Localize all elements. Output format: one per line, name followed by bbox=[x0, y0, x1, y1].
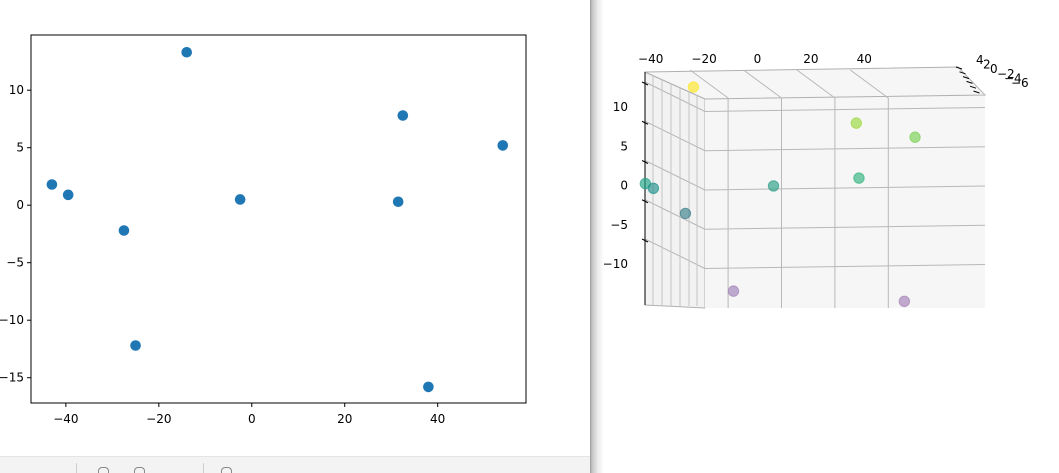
y-tick-label: 2 bbox=[983, 58, 991, 72]
y-tick-label: −4 bbox=[1004, 71, 1022, 85]
z-grid-line bbox=[644, 81, 706, 112]
data-point-3d bbox=[767, 180, 780, 192]
y-tick-mark bbox=[959, 71, 966, 75]
left-plot-window: −40 −20 0 20 40 −15 −10 −5 0 5 10 bbox=[0, 34, 590, 473]
y-tick-mark bbox=[955, 66, 963, 70]
back-pane bbox=[705, 95, 985, 308]
x-grid-line bbox=[743, 69, 782, 99]
z-tick-label: −10 bbox=[604, 257, 628, 271]
data-point bbox=[62, 189, 74, 201]
z-tick-label: 0 bbox=[620, 179, 628, 193]
z-grid-line bbox=[704, 107, 986, 112]
data-point bbox=[118, 225, 130, 236]
y-tick-mark bbox=[966, 80, 973, 84]
y-tick-mark bbox=[969, 85, 977, 89]
pan-icon[interactable] bbox=[98, 467, 109, 473]
y-tick-label: −5 bbox=[6, 256, 24, 270]
data-point-3d bbox=[898, 295, 911, 308]
z-tick-mark bbox=[641, 120, 649, 125]
data-point bbox=[397, 110, 409, 121]
x-tick-label: 0 bbox=[754, 52, 762, 66]
z-grid-line bbox=[644, 199, 706, 230]
data-point bbox=[46, 179, 58, 190]
axes-frame bbox=[30, 34, 527, 404]
save-icon[interactable] bbox=[221, 467, 232, 473]
y-tick-label: −2 bbox=[997, 67, 1015, 81]
window-edge-shadow bbox=[590, 0, 604, 473]
data-point bbox=[130, 340, 141, 351]
y-tick-label: 5 bbox=[16, 141, 24, 155]
z-grid-line bbox=[704, 264, 986, 269]
x-grid-line bbox=[796, 69, 836, 99]
x-tick-label: 40 bbox=[430, 412, 445, 426]
y-tick-label: 0 bbox=[990, 62, 998, 76]
x-tick-label: −20 bbox=[146, 412, 171, 426]
data-point bbox=[497, 140, 509, 151]
z-tick-mark bbox=[641, 160, 649, 164]
x-tick-label: −20 bbox=[691, 52, 716, 66]
y-tick-label: −6 bbox=[1011, 76, 1029, 90]
z-tick-label: −5 bbox=[610, 218, 628, 232]
data-point-3d bbox=[853, 172, 865, 184]
data-point bbox=[392, 196, 404, 208]
z-grid-line bbox=[704, 146, 986, 152]
y-tick-mark bbox=[973, 90, 980, 94]
toolbar-separator bbox=[76, 463, 77, 473]
data-point bbox=[423, 381, 434, 393]
z-grid-line bbox=[644, 238, 706, 269]
z-grid-line bbox=[644, 160, 706, 191]
x-tick-label: 20 bbox=[337, 412, 352, 426]
toolbar-separator bbox=[203, 463, 204, 473]
data-point bbox=[181, 46, 193, 58]
y-tick-label: 10 bbox=[9, 83, 24, 97]
data-point-3d bbox=[687, 81, 700, 93]
z-tick-mark bbox=[641, 199, 649, 204]
zoom-icon[interactable] bbox=[134, 467, 145, 473]
data-point-3d bbox=[909, 131, 921, 143]
x-tick-label: −40 bbox=[53, 412, 78, 426]
y-tick-mark bbox=[962, 76, 970, 80]
z-tick-label: 5 bbox=[620, 139, 628, 153]
x-tick-label: 40 bbox=[857, 52, 872, 66]
right-plot-window: −40 −20 0 20 40 −10 −5 0 5 10 4 2 0 −2 −4 −6 bbox=[604, 0, 1059, 473]
scatter-plot-2d: −40 −20 0 20 40 −15 −10 −5 0 5 10 bbox=[0, 34, 527, 426]
data-point-3d bbox=[679, 207, 692, 220]
z-tick-mark bbox=[641, 238, 649, 243]
y-tick-label: 0 bbox=[16, 198, 24, 212]
y-tick-label: −15 bbox=[0, 371, 24, 385]
z-grid-line bbox=[644, 120, 706, 152]
z-grid-line bbox=[704, 185, 986, 191]
x-tick-label: −40 bbox=[638, 52, 663, 66]
data-point-3d bbox=[727, 285, 740, 297]
data-point-3d bbox=[647, 182, 660, 194]
x-tick-label: 20 bbox=[803, 52, 818, 66]
z-grid-line bbox=[704, 224, 986, 230]
x-grid-line bbox=[850, 69, 889, 99]
y-tick-label: −10 bbox=[0, 313, 24, 327]
y-tick-label: 4 bbox=[976, 53, 984, 67]
figure-toolbar bbox=[0, 456, 590, 473]
data-point bbox=[234, 194, 246, 205]
x-tick-label: 0 bbox=[248, 412, 256, 426]
z-tick-label: 10 bbox=[613, 100, 628, 114]
data-point-3d bbox=[850, 117, 862, 129]
x-grid-line bbox=[689, 69, 729, 99]
z-tick-mark bbox=[641, 81, 649, 86]
